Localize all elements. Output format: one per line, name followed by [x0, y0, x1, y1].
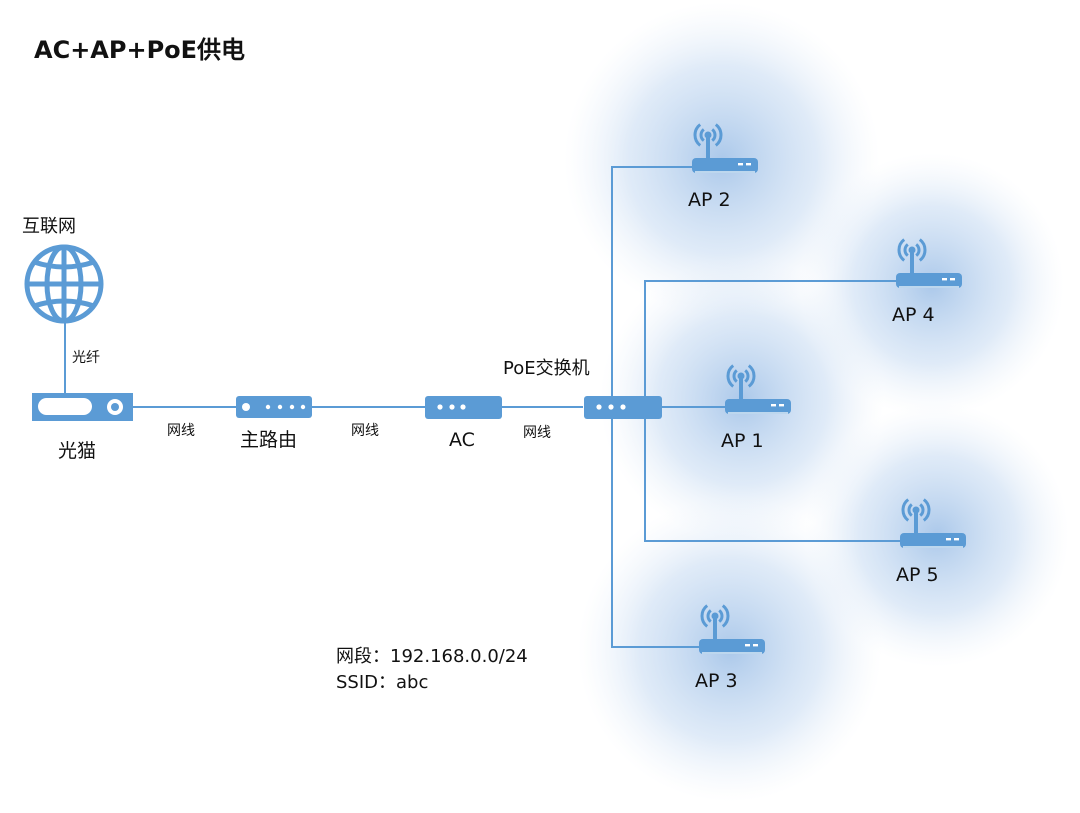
cable-label-1: 网线	[167, 423, 195, 439]
access-point: AP 5	[896, 498, 966, 586]
diagram-title: AC+AP+PoE供电	[34, 36, 245, 64]
router-icon	[236, 396, 312, 418]
access-point: AP 2	[688, 123, 758, 211]
ap-label: AP 3	[695, 670, 738, 692]
access-points: AP 2 AP 4 AP 1 AP 5 AP 3	[688, 123, 966, 692]
ssid-label: SSID：abc	[336, 672, 428, 693]
modem-icon	[32, 393, 133, 421]
globe-icon	[24, 244, 104, 324]
ap-label: AP 5	[896, 564, 939, 586]
access-point: AP 1	[721, 364, 791, 452]
ap-label: AP 1	[721, 430, 764, 452]
internet-label: 互联网	[22, 216, 76, 237]
ap-label: AP 2	[688, 189, 731, 211]
fiber-label: 光纤	[72, 350, 100, 366]
poe-switch-icon	[584, 396, 662, 419]
switch-label: PoE交换机	[503, 358, 590, 379]
access-point: AP 4	[892, 238, 962, 326]
wifi-router-icon	[900, 498, 966, 548]
cable-label-3: 网线	[523, 425, 551, 441]
ac-controller-icon	[425, 396, 502, 419]
access-point: AP 3	[695, 604, 765, 692]
wifi-router-icon	[725, 364, 791, 414]
ap-label: AP 4	[892, 304, 935, 326]
modem-label: 光猫	[58, 440, 96, 462]
router-label: 主路由	[240, 429, 297, 451]
wifi-router-icon	[699, 604, 765, 654]
ac-label: AC	[449, 429, 475, 451]
network-segment: 网段：192.168.0.0/24	[336, 646, 528, 667]
wifi-router-icon	[896, 238, 962, 288]
wifi-router-icon	[692, 123, 758, 173]
cable-label-2: 网线	[351, 423, 379, 439]
